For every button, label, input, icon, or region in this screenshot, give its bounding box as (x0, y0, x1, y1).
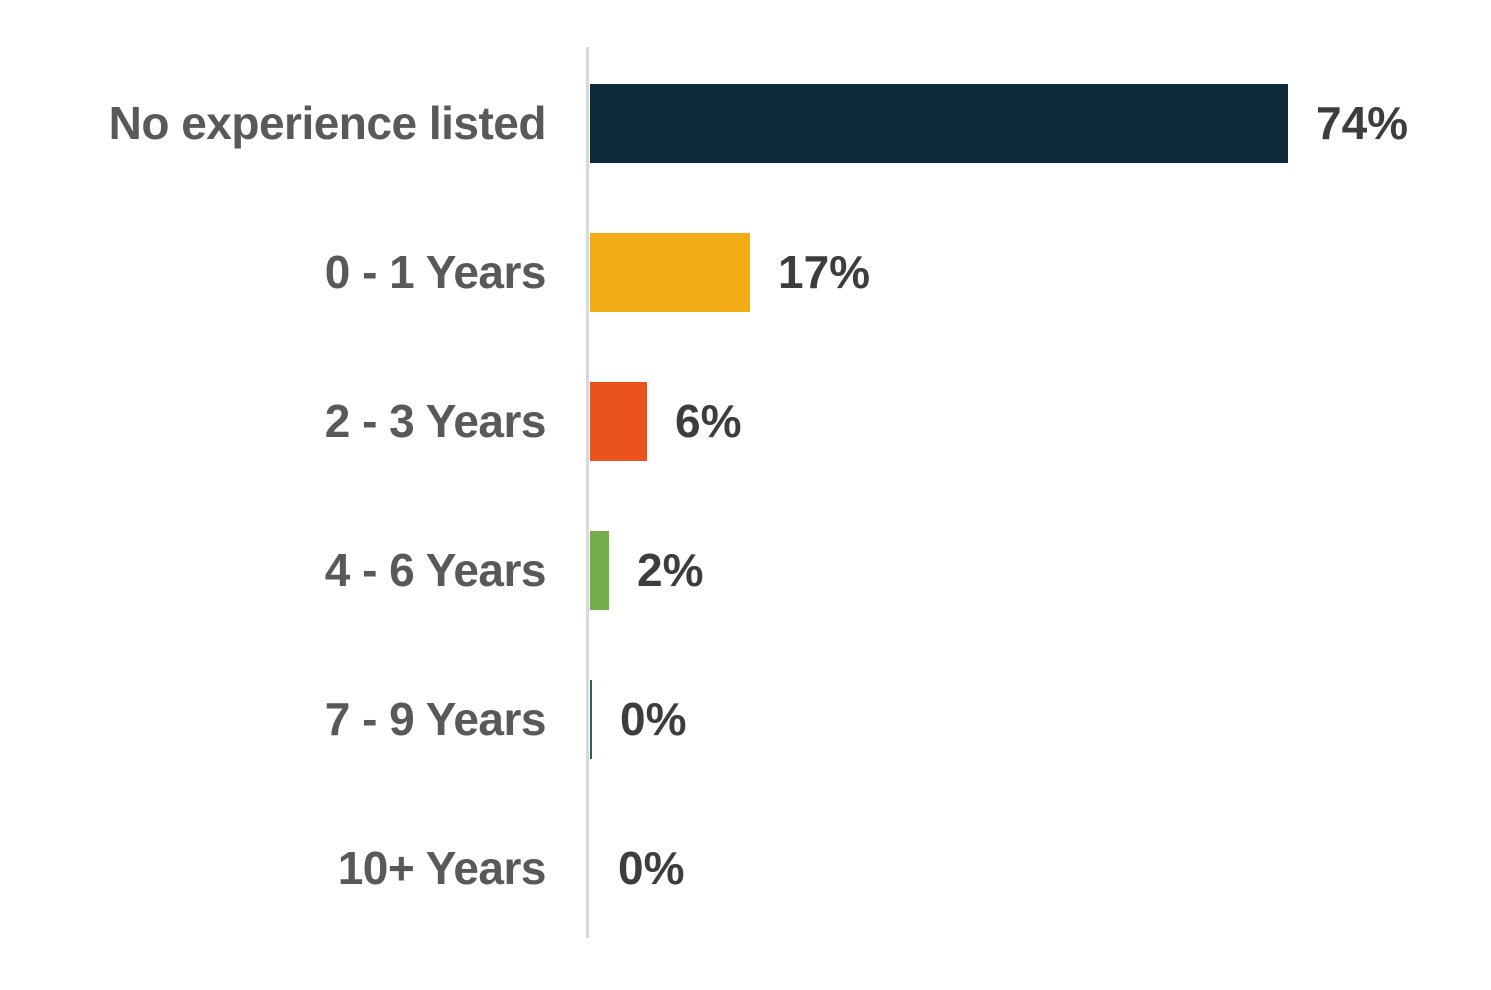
bar (590, 679, 592, 759)
value-label: 17% (778, 245, 871, 298)
value-label: 0% (618, 841, 685, 894)
bar (590, 83, 1288, 163)
bar (590, 530, 609, 610)
y-axis-line (586, 47, 589, 938)
category-label: 0 - 1 Years (324, 245, 547, 298)
category-label: 2 - 3 Years (324, 394, 547, 447)
value-label: 2% (637, 543, 704, 596)
category-label: No experience listed (108, 96, 547, 149)
value-label: 6% (675, 394, 742, 447)
bar-row: 0 - 1 Years 17% (0, 232, 1491, 312)
category-label: 10+ Years (337, 841, 547, 894)
bar-row: No experience listed 74% (0, 83, 1491, 163)
value-label: 74% (1316, 96, 1409, 149)
bar-row: 4 - 6 Years 2% (0, 530, 1491, 610)
bar (590, 381, 647, 461)
category-label: 7 - 9 Years (324, 692, 547, 745)
bar-row: 10+ Years 0% (0, 829, 1491, 908)
value-label: 0% (620, 692, 687, 745)
bar (590, 232, 750, 312)
bar-row: 7 - 9 Years 0% (0, 679, 1491, 759)
category-label: 4 - 6 Years (324, 543, 547, 596)
bar-row: 2 - 3 Years 6% (0, 381, 1491, 461)
